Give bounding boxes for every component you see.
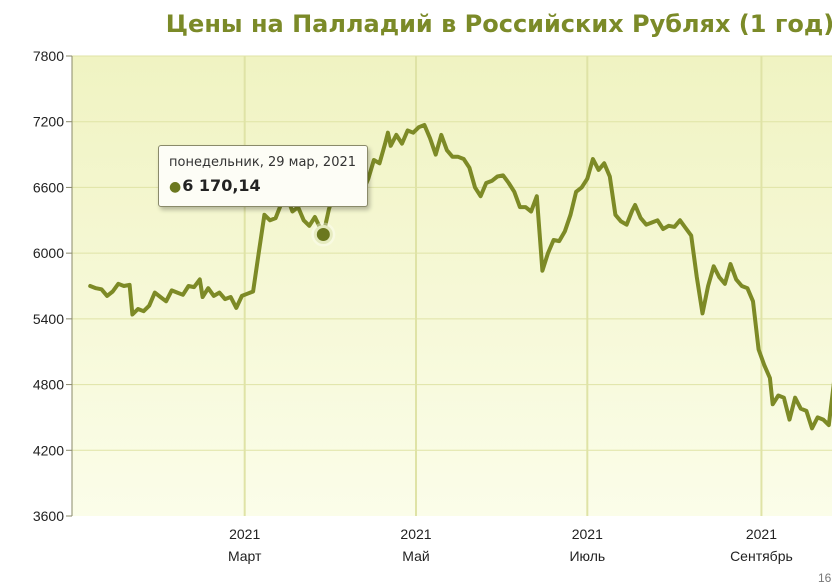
y-tick-label: 6600 [33, 179, 64, 195]
series-line [88, 123, 832, 431]
x-tick-year: 2021 [572, 526, 603, 542]
x-tick-month: Март [228, 548, 262, 564]
chart-title: Цены на Палладий в Российских Рублях (1 … [165, 10, 832, 38]
x-tick-month: Сентябрь [730, 548, 793, 564]
tooltip-date: понедельник, 29 мар, 2021 [169, 155, 357, 170]
y-tick-label: 4800 [33, 377, 64, 393]
highlight-marker[interactable] [313, 225, 333, 245]
tooltip: понедельник, 29 мар, 2021 ●6 170,14 [158, 145, 368, 207]
footer-partial-text: 16 [818, 571, 832, 584]
y-tick-label: 6000 [33, 245, 64, 261]
x-tick-month: Июль [569, 548, 605, 564]
tooltip-series-dot: ● [169, 179, 182, 195]
plot-area [72, 56, 832, 516]
tooltip-value-row: ●6 170,14 [169, 176, 357, 195]
y-tick-label: 3600 [33, 508, 64, 524]
y-tick-label: 7200 [33, 114, 64, 130]
y-tick-label: 4200 [33, 442, 64, 458]
y-tick-label: 7800 [33, 48, 64, 64]
tooltip-value: 6 170,14 [182, 176, 261, 195]
x-tick-year: 2021 [229, 526, 260, 542]
x-axis-ticks: 2021Март2021Май2021Июль2021Сентябрь2021Н… [228, 526, 793, 564]
y-axis-ticks: 3600 4200 4800 5400 6000 6600 7200 7800 [33, 48, 72, 524]
x-tick-year: 2021 [400, 526, 431, 542]
y-tick-label: 5400 [33, 311, 64, 327]
x-tick-month: Май [402, 548, 429, 564]
x-tick-year: 2021 [746, 526, 777, 542]
